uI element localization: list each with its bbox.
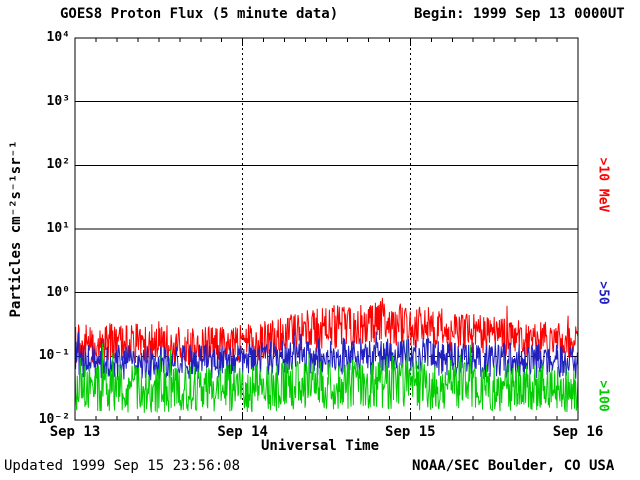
energy-channel-label: >10 MeV bbox=[595, 157, 611, 213]
y-tick-label: 10⁴ bbox=[46, 30, 70, 45]
begin-time-label: Begin: 1999 Sep 13 0000UT bbox=[414, 6, 625, 22]
x-tick-label: Sep 16 bbox=[552, 424, 604, 440]
x-tick-label: Sep 14 bbox=[217, 424, 268, 440]
y-tick-label: 10¹ bbox=[46, 221, 70, 236]
x-tick-label: Sep 15 bbox=[385, 424, 436, 440]
x-axis-title: Universal Time bbox=[260, 438, 380, 454]
series-trace-100 bbox=[74, 336, 579, 413]
noaa-credit-label: NOAA/SEC Boulder, CO USA bbox=[412, 458, 615, 474]
updated-timestamp: Updated 1999 Sep 15 23:56:08 bbox=[4, 458, 241, 474]
energy-channel-label: >100 bbox=[595, 380, 611, 412]
plot-border bbox=[74, 37, 579, 421]
y-tick-label: 10⁻² bbox=[38, 412, 70, 427]
y-tick-label: 10⁰ bbox=[46, 284, 70, 300]
energy-channel-label: >50 bbox=[595, 281, 611, 305]
series-trace-10MeV bbox=[74, 297, 579, 367]
y-tick-label: 10³ bbox=[46, 93, 70, 109]
y-tick-label: 10² bbox=[46, 157, 70, 173]
x-tick-label: Sep 13 bbox=[49, 424, 101, 440]
y-tick-label: 10⁻¹ bbox=[38, 348, 70, 364]
chart-title: GOES8 Proton Flux (5 minute data) bbox=[60, 6, 339, 22]
series-trace-50 bbox=[74, 328, 579, 381]
